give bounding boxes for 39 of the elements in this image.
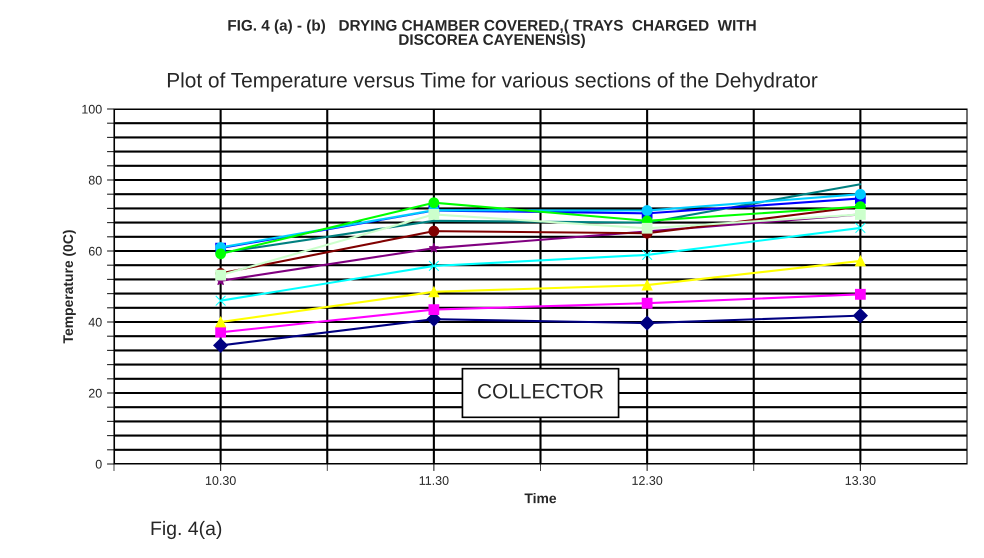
point: [428, 209, 440, 220]
y-axis-title: Temperature (0C): [62, 230, 76, 344]
x-tick-label: 13.30: [846, 476, 876, 485]
y-tick-label: 20: [88, 388, 102, 398]
point: [215, 248, 226, 260]
point: [428, 242, 440, 253]
point: [854, 222, 866, 234]
point: [428, 226, 440, 236]
point: [215, 326, 226, 338]
x-tick-label: 11.30: [420, 476, 449, 485]
point: [428, 304, 440, 315]
caption: Fig. 4(a): [152, 520, 222, 540]
point: [215, 295, 226, 306]
chart-subtitle: Plot of Temperature versus Time for various sections of the Dehydrator: [168, 72, 818, 92]
point: [642, 222, 653, 234]
y-tick-label: 60: [88, 246, 102, 256]
annotation: COLLECTOR: [478, 384, 604, 399]
point: [642, 280, 653, 290]
point: [428, 197, 440, 208]
point: [854, 256, 866, 266]
chart-title: FIG. 4 (a) - (b) DRYING CHAMBER COVERED,( TRAYS CHARGED WITH DISCOREA CAYENENSIS): [228, 20, 756, 48]
y-tick-label: 40: [88, 318, 102, 327]
y-tick-label: 100: [82, 104, 102, 114]
y-tick-label: 80: [88, 176, 102, 185]
point: [213, 338, 228, 353]
point: [852, 308, 868, 324]
x-tick-label: 12.30: [632, 476, 662, 485]
point: [428, 260, 440, 272]
point: [215, 316, 226, 328]
x-tick-label: 10.30: [206, 476, 236, 485]
point: [854, 288, 866, 300]
point: [854, 188, 866, 200]
x-axis-title: Time: [524, 493, 556, 504]
point: [428, 286, 440, 298]
point: [642, 250, 653, 260]
point: [642, 298, 653, 309]
point: [642, 205, 653, 216]
y-tick-label: 0: [96, 460, 102, 469]
point: [640, 316, 655, 330]
